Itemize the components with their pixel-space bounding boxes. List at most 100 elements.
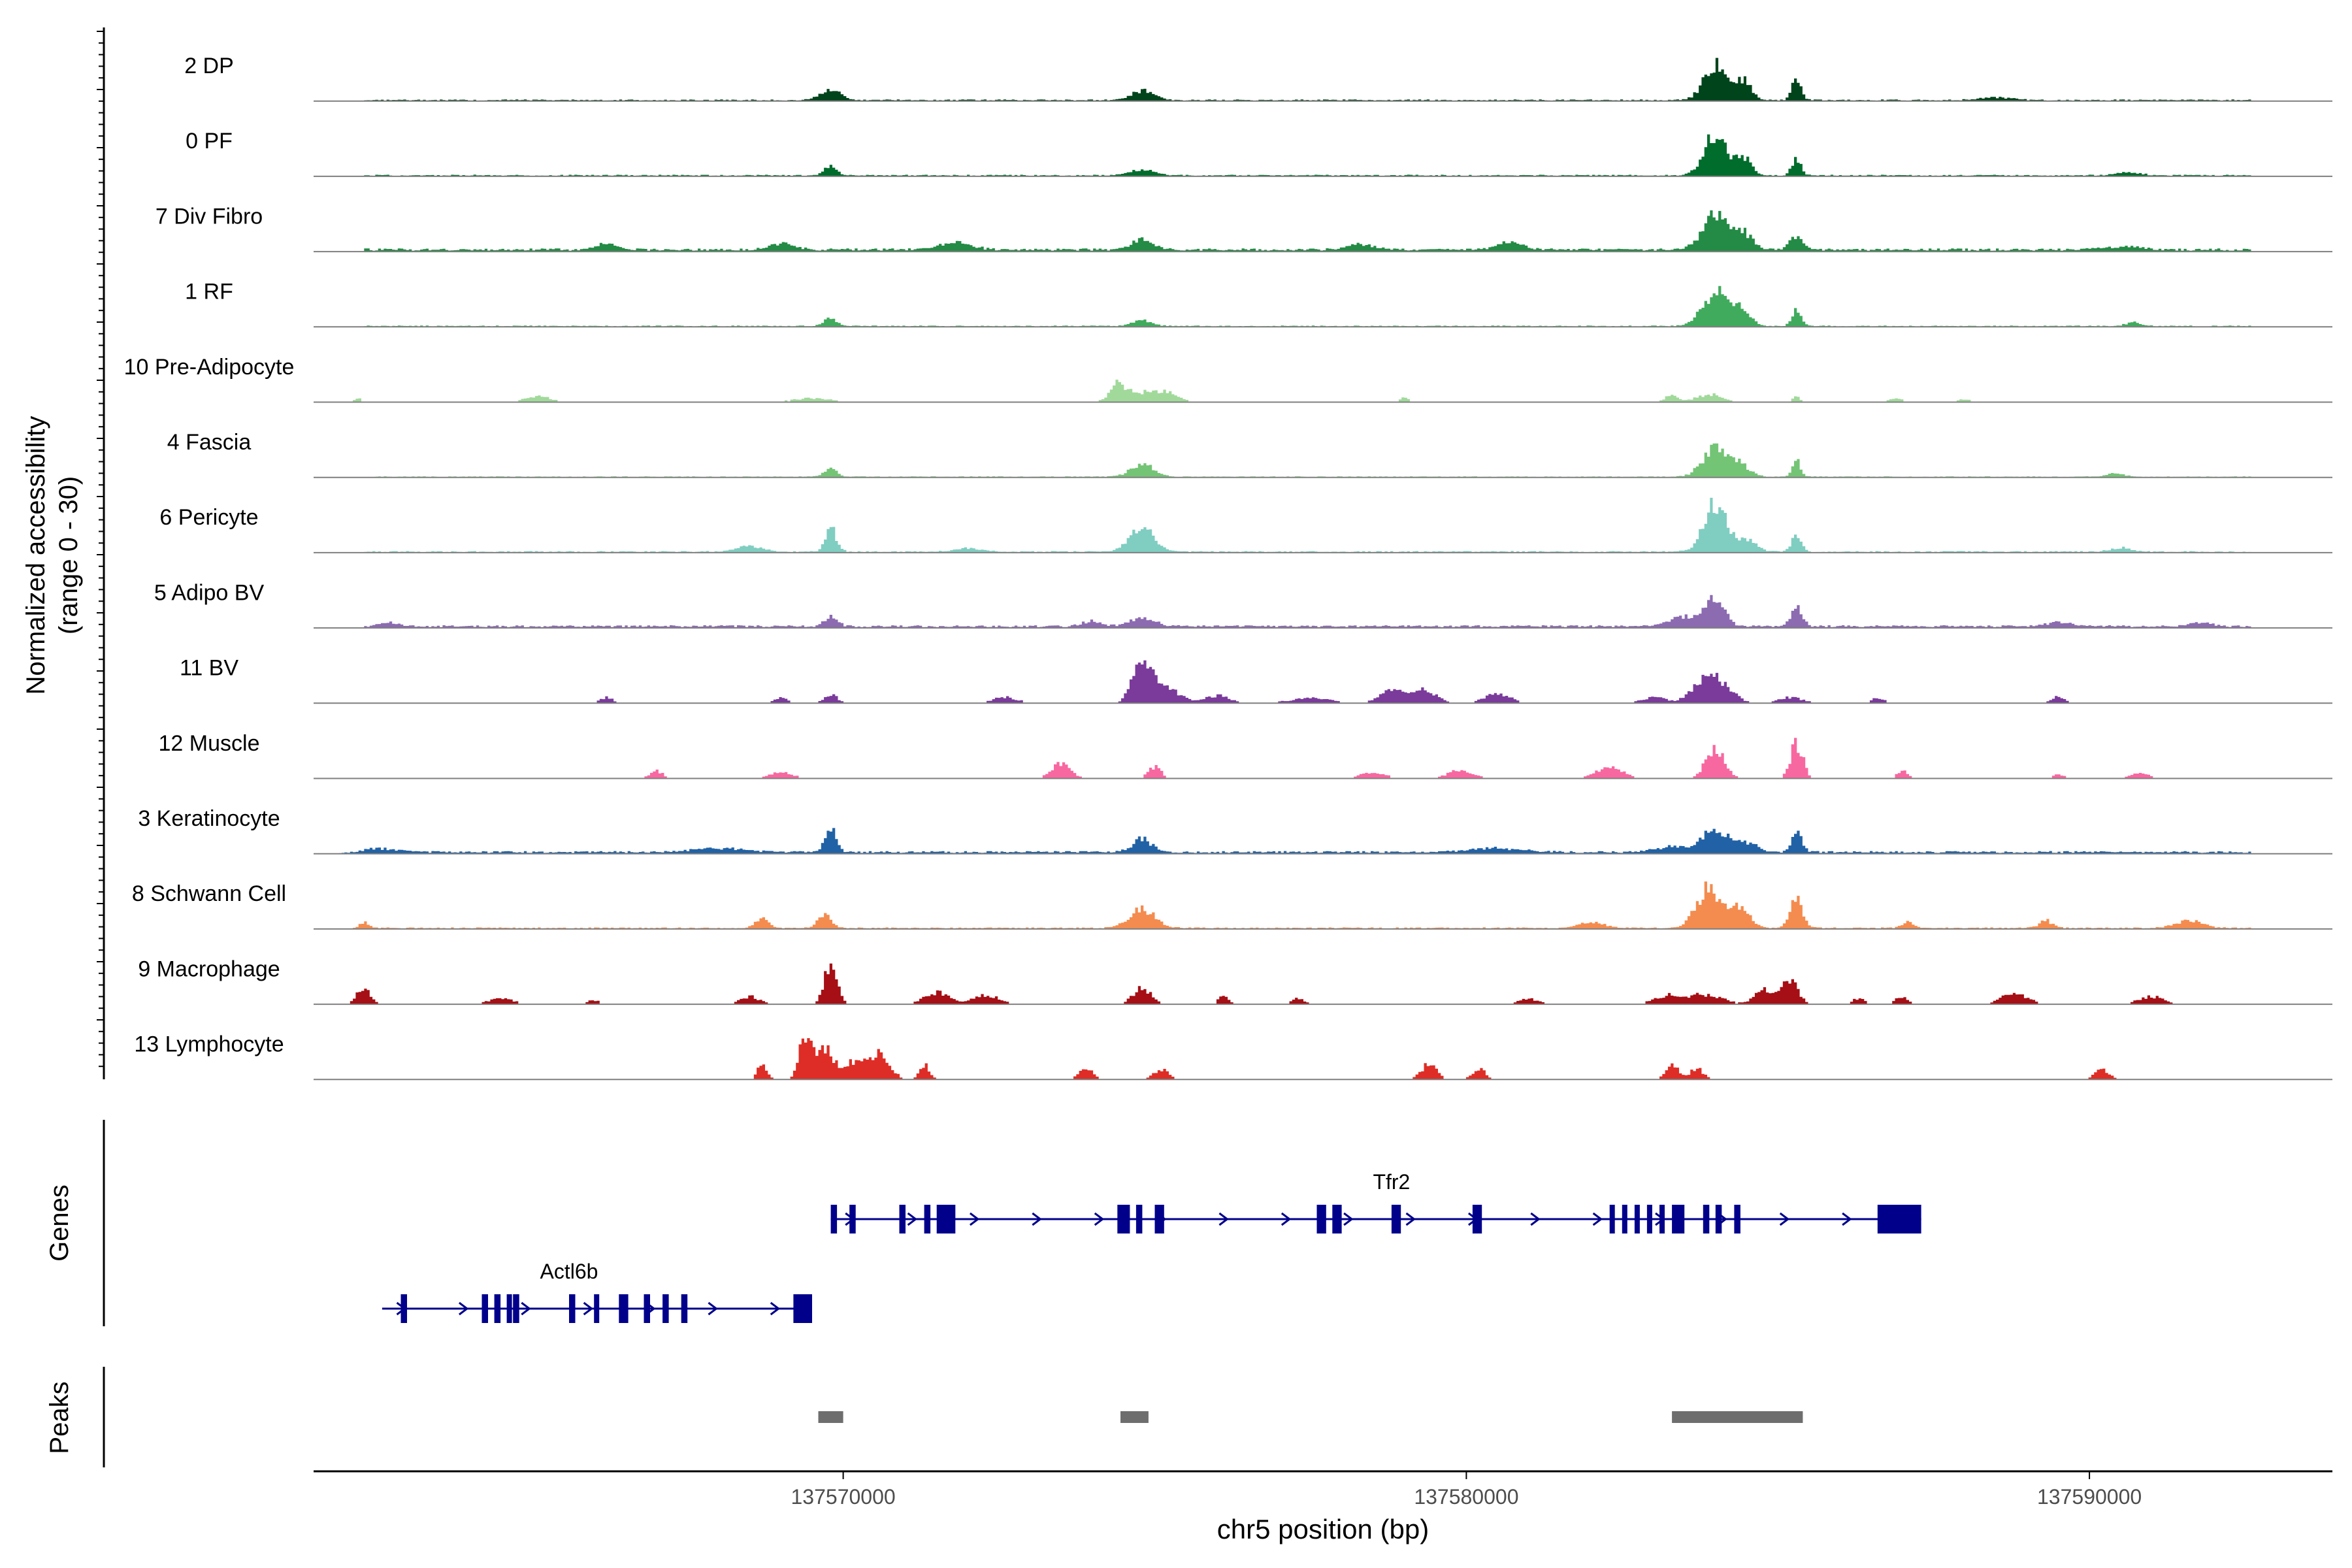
gene-exon [1135, 1205, 1143, 1233]
gene-exon [924, 1205, 931, 1233]
gene-exon [1117, 1205, 1130, 1233]
track-label: 13 Lymphocyte [134, 1032, 284, 1057]
track-2-dp: 2 DP [184, 54, 2332, 102]
strand-arrow [970, 1212, 980, 1226]
strand-arrow [1218, 1212, 1229, 1226]
coverage-area [314, 497, 2332, 553]
coverage-area [314, 595, 2332, 629]
gene-exon [849, 1205, 856, 1233]
gene-exon [830, 1205, 838, 1233]
gene-exon [1703, 1205, 1710, 1233]
strand-arrow [1592, 1212, 1603, 1226]
track-label: 4 Fascia [167, 430, 252, 455]
coverage-area [314, 380, 2332, 402]
x-tick-label: 137580000 [1414, 1485, 1518, 1509]
track-4-fascia: 4 Fascia [167, 430, 2332, 478]
coverage-area [314, 443, 2332, 478]
track-label: 8 Schwann Cell [132, 881, 286, 906]
track-12-muscle: 12 Muscle [159, 731, 2332, 779]
gene-exon [1391, 1205, 1401, 1233]
x-axis-ticks: 137570000 137580000 137590000 [791, 1471, 2142, 1509]
gene-label: Actl6b [540, 1260, 598, 1283]
track-label: 11 BV [180, 656, 238, 681]
track-label: 0 PF [186, 129, 233, 154]
gene-exon [1646, 1205, 1652, 1233]
peak-regions [818, 1411, 1803, 1423]
gene-exon [644, 1294, 650, 1323]
gene-exon [569, 1294, 576, 1323]
gene-exon [506, 1294, 512, 1323]
coverage-area [314, 881, 2332, 929]
gene-label: Tfr2 [1373, 1170, 1410, 1194]
track-label: 5 Adipo BV [154, 580, 265, 605]
gene-exon [1609, 1205, 1615, 1233]
gene-exon [482, 1294, 488, 1323]
y-axis-label: Normalized accessibility (range 0 - 30) [22, 416, 83, 695]
x-tick-label: 137570000 [791, 1485, 896, 1509]
gene-exon [619, 1294, 629, 1323]
gene-exon [513, 1294, 519, 1323]
strand-arrow [1281, 1212, 1292, 1226]
gene-exon [1622, 1205, 1627, 1233]
coverage-area [314, 1038, 2332, 1080]
gene-exon [1634, 1205, 1640, 1233]
track-0-pf: 0 PF [186, 129, 2332, 177]
track-label: 6 Pericyte [159, 505, 258, 530]
gene-exon [1659, 1205, 1665, 1233]
track-label: 3 Keratinocyte [138, 806, 280, 831]
gene-actl6b: Actl6b [382, 1260, 812, 1323]
gene-exon [1154, 1205, 1164, 1233]
track-label: 10 Pre-Adipocyte [124, 355, 295, 380]
gene-exon [681, 1294, 688, 1323]
coverage-tracks: 2 DP 0 PF 7 Div Fibro 1 RF 10 Pre-Adipocyte 4… [124, 54, 2332, 1081]
strand-arrow [708, 1301, 718, 1316]
gene-models: Tfr2 Actl6b [382, 1170, 1921, 1323]
gene-exon [1877, 1205, 1921, 1233]
x-tick-label: 137590000 [2037, 1485, 2142, 1509]
strand-arrow [770, 1301, 781, 1316]
coverage-axis-ticks [97, 31, 104, 1068]
y-axis-label-line1: Normalized accessibility [22, 416, 50, 695]
gene-exon [494, 1294, 501, 1323]
coverage-area [314, 738, 2332, 779]
track-13-lymphocyte: 13 Lymphocyte [134, 1032, 2332, 1081]
y-axis-label-line2: (range 0 - 30) [54, 476, 83, 634]
gene-exon [793, 1294, 812, 1323]
gene-exon [899, 1205, 906, 1233]
track-5-adipo-bv: 5 Adipo BV [154, 580, 2332, 629]
strand-arrow [583, 1301, 594, 1316]
gene-tfr2: Tfr2 [830, 1170, 1921, 1233]
track-9-macrophage: 9 Macrophage [138, 956, 2332, 1005]
strand-arrow [1779, 1212, 1790, 1226]
track-11-bv: 11 BV [180, 656, 2332, 704]
strand-arrow [1343, 1212, 1354, 1226]
gene-exon [1316, 1205, 1326, 1233]
strand-arrow [1032, 1212, 1042, 1226]
coverage-area [314, 57, 2332, 101]
peak-region [1120, 1411, 1149, 1423]
track-label: 7 Div Fibro [155, 204, 263, 229]
peaks-panel-label: Peaks [45, 1381, 74, 1454]
genes-panel-label: Genes [45, 1184, 74, 1262]
track-7-div-fibro: 7 Div Fibro [155, 204, 2332, 253]
coverage-area [314, 286, 2332, 327]
coverage-area [314, 134, 2332, 176]
track-label: 9 Macrophage [138, 956, 280, 981]
gene-exon [1715, 1205, 1722, 1233]
coverage-area [314, 963, 2332, 1005]
coverage-area [314, 828, 2332, 854]
gene-exon [1672, 1205, 1685, 1233]
peak-region [818, 1411, 843, 1423]
gene-exon [936, 1205, 956, 1233]
strand-arrow [459, 1301, 469, 1316]
track-8-schwann-cell: 8 Schwann Cell [132, 881, 2332, 930]
coverage-area [314, 210, 2332, 252]
strand-arrow [1530, 1212, 1541, 1226]
track-6-pericyte: 6 Pericyte [159, 497, 2332, 553]
track-label: 2 DP [184, 54, 234, 78]
strand-arrow [1094, 1212, 1105, 1226]
gene-exon [1332, 1205, 1342, 1233]
track-label: 12 Muscle [159, 731, 260, 756]
strand-arrow [1842, 1212, 1852, 1226]
